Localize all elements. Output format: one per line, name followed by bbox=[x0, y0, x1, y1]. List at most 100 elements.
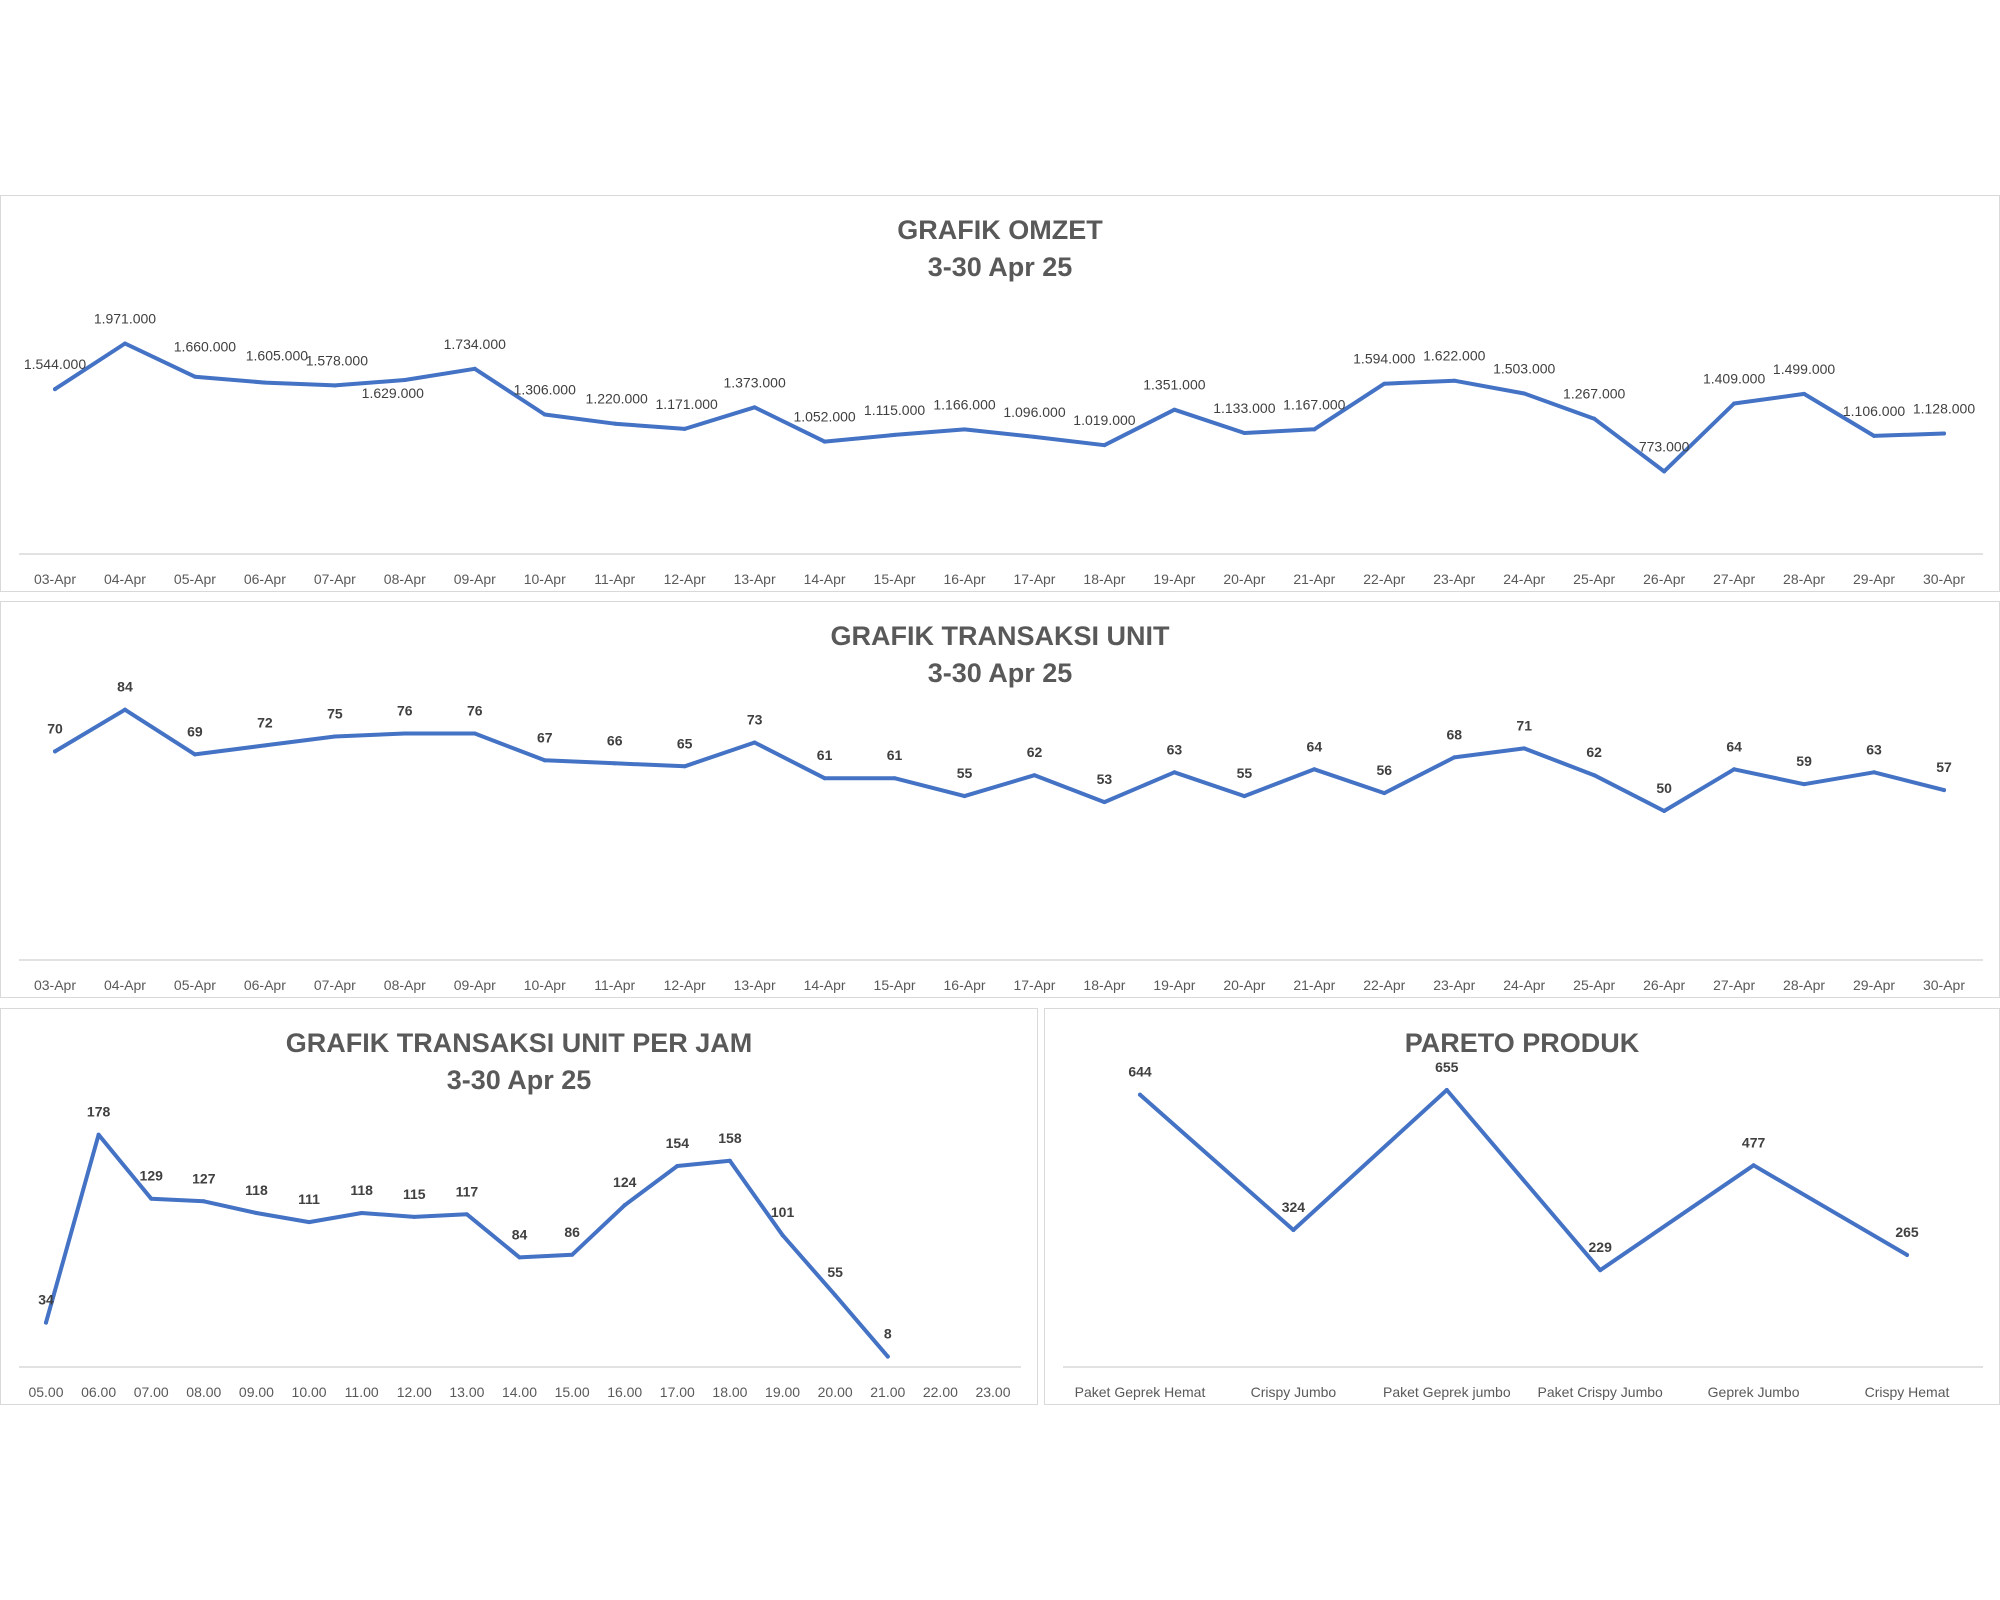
transaksi-unit-data-label: 69 bbox=[187, 723, 203, 739]
transaksi-unit-data-label: 53 bbox=[1097, 771, 1113, 787]
per-jam-data-point bbox=[622, 1203, 627, 1208]
omzet-x-tick-label: 26-Apr bbox=[1643, 571, 1685, 587]
transaksi-unit-x-tick-label: 10-Apr bbox=[524, 977, 566, 993]
omzet-chart-subtitle: 3-30 Apr 25 bbox=[927, 252, 1073, 282]
pareto-x-tick-label: Crispy Jumbo bbox=[1251, 1384, 1337, 1400]
per-jam-data-label: 111 bbox=[298, 1191, 320, 1207]
pareto-data-label: 265 bbox=[1895, 1224, 1919, 1240]
omzet-data-label: 1.578.000 bbox=[306, 352, 368, 368]
pareto-data-point bbox=[1751, 1163, 1756, 1168]
omzet-data-point bbox=[262, 380, 267, 385]
transaksi-unit-x-tick-label: 17-Apr bbox=[1013, 977, 1055, 993]
transaksi-unit-data-point bbox=[1032, 773, 1037, 778]
per-jam-data-point bbox=[780, 1233, 785, 1238]
pareto-data-point bbox=[1905, 1252, 1909, 1257]
omzet-data-label: 1.499.000 bbox=[1773, 361, 1835, 377]
transaksi-unit-x-tick-label: 30-Apr bbox=[1923, 977, 1965, 993]
pareto-x-tick-label: Geprek Jumbo bbox=[1708, 1384, 1800, 1400]
per-jam-x-tick-label: 15.00 bbox=[555, 1384, 590, 1400]
per-jam-data-point bbox=[359, 1211, 364, 1216]
omzet-chart-title-block: GRAFIK OMZET 3-30 Apr 25 bbox=[1, 212, 1999, 286]
omzet-chart-panel: GRAFIK OMZET 3-30 Apr 25 03-Apr 04-Apr 05-… bbox=[0, 195, 2000, 592]
transaksi-unit-data-label: 63 bbox=[1866, 741, 1882, 757]
per-jam-data-point bbox=[307, 1220, 312, 1225]
transaksi-unit-data-point bbox=[332, 734, 337, 739]
omzet-data-point bbox=[1312, 427, 1317, 432]
omzet-data-point bbox=[1522, 391, 1527, 396]
per-jam-x-tick-label: 12.00 bbox=[397, 1384, 432, 1400]
per-jam-x-tick-label: 19.00 bbox=[765, 1384, 800, 1400]
transaksi-unit-data-point bbox=[53, 749, 57, 754]
omzet-data-label: 1.171.000 bbox=[656, 396, 718, 412]
transaksi-unit-data-label: 76 bbox=[467, 703, 483, 719]
omzet-data-label: 773.000 bbox=[1639, 438, 1690, 454]
omzet-x-tick-label: 19-Apr bbox=[1153, 571, 1195, 587]
per-jam-x-tick-label: 06.00 bbox=[81, 1384, 116, 1400]
omzet-data-point bbox=[1942, 431, 1946, 436]
per-jam-data-label: 115 bbox=[403, 1186, 426, 1202]
transaksi-unit-x-tick-label: 04-Apr bbox=[104, 977, 146, 993]
per-jam-chart-title: GRAFIK TRANSAKSI UNIT PER JAM bbox=[285, 1028, 753, 1058]
omzet-data-label: 1.503.000 bbox=[1493, 360, 1555, 376]
per-jam-data-label: 158 bbox=[718, 1130, 742, 1146]
omzet-data-label: 1.106.000 bbox=[1843, 403, 1905, 419]
omzet-data-point bbox=[332, 383, 337, 388]
omzet-x-tick-label: 16-Apr bbox=[944, 571, 986, 587]
pareto-data-point bbox=[1444, 1088, 1449, 1093]
omzet-data-point bbox=[682, 426, 687, 431]
transaksi-unit-data-label: 84 bbox=[117, 679, 133, 695]
omzet-data-point bbox=[1592, 416, 1597, 421]
transaksi-unit-x-tick-label: 06-Apr bbox=[244, 977, 286, 993]
omzet-data-label: 1.019.000 bbox=[1073, 412, 1135, 428]
omzet-data-label: 1.306.000 bbox=[514, 381, 576, 397]
omzet-data-point bbox=[53, 387, 57, 392]
omzet-x-tick-label: 14-Apr bbox=[804, 571, 846, 587]
transaksi-unit-data-point bbox=[122, 707, 127, 712]
transaksi-unit-line-chart: 03-Apr 04-Apr 05-Apr 06-Apr 07-Apr 08-Apr 09-A… bbox=[19, 679, 1983, 993]
per-jam-x-tick-label: 14.00 bbox=[502, 1384, 537, 1400]
transaksi-unit-x-tick-label: 26-Apr bbox=[1643, 977, 1685, 993]
per-jam-x-tick-label: 20.00 bbox=[818, 1384, 853, 1400]
omzet-data-label: 1.267.000 bbox=[1563, 386, 1625, 402]
omzet-data-label: 1.734.000 bbox=[444, 336, 506, 352]
omzet-data-point bbox=[1382, 381, 1387, 386]
omzet-data-label: 1.351.000 bbox=[1143, 377, 1205, 393]
per-jam-x-tick-label: 09.00 bbox=[239, 1384, 274, 1400]
omzet-data-point bbox=[1172, 407, 1177, 412]
omzet-data-label: 1.629.000 bbox=[362, 385, 424, 401]
transaksi-unit-x-tick-label: 28-Apr bbox=[1783, 977, 1825, 993]
omzet-x-tick-label: 08-Apr bbox=[384, 571, 426, 587]
per-jam-data-label: 118 bbox=[245, 1182, 268, 1198]
transaksi-unit-data-point bbox=[1732, 767, 1737, 772]
transaksi-unit-x-tick-label: 18-Apr bbox=[1083, 977, 1125, 993]
transaksi-unit-x-tick-label: 07-Apr bbox=[314, 977, 356, 993]
transaksi-unit-data-label: 76 bbox=[397, 703, 413, 719]
omzet-x-tick-label: 11-Apr bbox=[594, 571, 635, 587]
pareto-data-label: 324 bbox=[1282, 1199, 1306, 1215]
per-jam-data-label: 34 bbox=[38, 1292, 54, 1308]
omzet-data-point bbox=[1732, 401, 1737, 406]
omzet-x-tick-label: 28-Apr bbox=[1783, 571, 1825, 587]
omzet-data-label: 1.409.000 bbox=[1703, 370, 1765, 386]
transaksi-unit-data-label: 73 bbox=[747, 711, 763, 727]
omzet-data-point bbox=[1802, 391, 1807, 396]
omzet-data-point bbox=[192, 374, 197, 379]
omzet-x-tick-label: 30-Apr bbox=[1923, 571, 1965, 587]
per-jam-data-point bbox=[517, 1255, 522, 1260]
per-jam-x-tick-label: 21.00 bbox=[870, 1384, 905, 1400]
omzet-line-chart: 03-Apr 04-Apr 05-Apr 06-Apr 07-Apr 08-Apr 09-A… bbox=[19, 310, 1983, 587]
transaksi-unit-data-point bbox=[1872, 770, 1877, 775]
transaksi-unit-x-tick-label: 22-Apr bbox=[1363, 977, 1405, 993]
omzet-data-point bbox=[1242, 430, 1247, 435]
transaksi-unit-data-label: 64 bbox=[1307, 738, 1323, 754]
transaksi-unit-x-tick-label: 12-Apr bbox=[664, 977, 706, 993]
pareto-line-chart: Paket Geprek Hemat Crispy Jumbo Paket Gepr… bbox=[1063, 1059, 1983, 1400]
omzet-data-label: 1.128.000 bbox=[1913, 401, 1975, 417]
pareto-x-tick-label: Paket Geprek jumbo bbox=[1383, 1384, 1511, 1400]
omzet-data-point bbox=[892, 432, 897, 437]
transaksi-unit-x-tick-label: 11-Apr bbox=[594, 977, 635, 993]
transaksi-unit-x-tick-label: 25-Apr bbox=[1573, 977, 1615, 993]
per-jam-chart-subtitle: 3-30 Apr 25 bbox=[446, 1065, 592, 1095]
per-jam-x-tick-label: 10.00 bbox=[292, 1384, 327, 1400]
pareto-chart-title: PARETO PRODUK bbox=[1404, 1028, 1640, 1058]
